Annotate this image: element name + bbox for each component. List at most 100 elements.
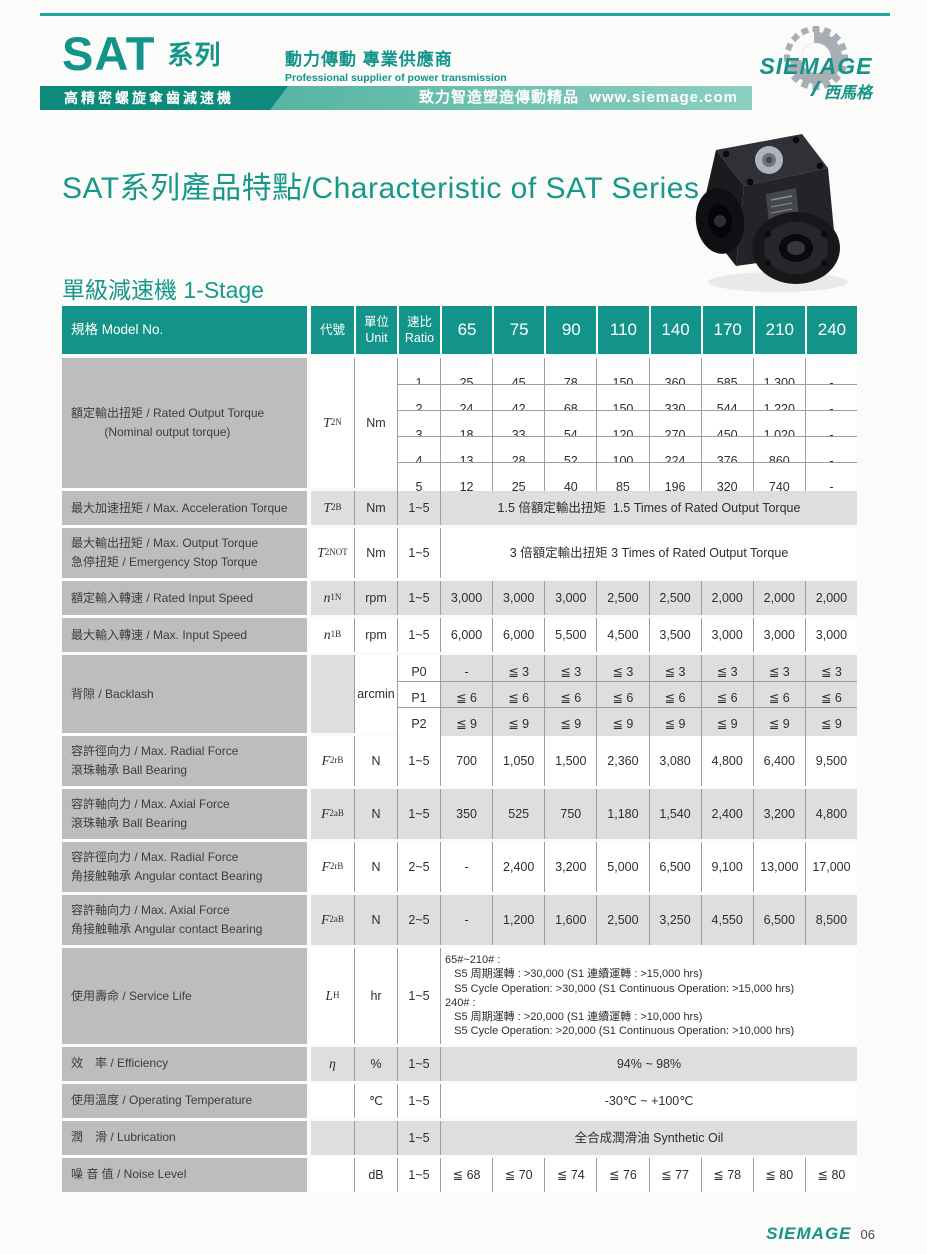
value-cell: 4,800 (804, 789, 857, 839)
value-cell: 3,000 (804, 618, 857, 652)
code-base: F (321, 859, 330, 875)
code-base: F (321, 912, 330, 928)
ratio-cell: 1~5 (397, 789, 440, 839)
header-ratio-cell: 速比 Ratio (397, 306, 440, 354)
unit-cell: arcmin (354, 655, 397, 733)
ratio-cell: 1~5 (397, 1046, 440, 1081)
ratio-cell: 1~5 (397, 618, 440, 652)
value-cell: 17,000 (804, 842, 857, 892)
code-cell (311, 1157, 354, 1192)
row-grid: T 2NOT Nm 1~5 3 倍額定輸出扭矩 3 Times of Rated Out… (311, 528, 857, 578)
banner-dark-segment (40, 86, 288, 110)
value-cell: 4,550 (700, 895, 753, 945)
spec-row-group: 效 率 / Efficiency η% 1~5 94% ~ 98% (62, 1046, 857, 1081)
gearbox-image (695, 134, 848, 292)
unit-cell: N (354, 895, 397, 945)
code-base: F (321, 753, 330, 769)
value-cell: 3,500 (648, 618, 701, 652)
unit-cell: Nm (354, 358, 397, 488)
value-cell: 4,500 (596, 618, 649, 652)
row-grid: 1~5 全合成潤滑油 Synthetic Oil (311, 1120, 857, 1155)
code-base: F (321, 806, 330, 822)
code-cell: T 2NOT (311, 528, 354, 578)
logo-wordmark: SIEMAGE (759, 53, 873, 79)
value-cell: ≦ 9 (700, 707, 753, 741)
unit-cell: N (354, 736, 397, 786)
value-cell: ≦ 68 (440, 1157, 493, 1192)
series-logo-text: SAT (62, 27, 156, 80)
product-photo (668, 122, 873, 312)
value-cell: 3,080 (648, 736, 701, 786)
spec-row-group: 容許徑向力 / Max. Radial Force 角接触軸承 Angular … (62, 842, 857, 892)
value-cell: 2,360 (596, 736, 649, 786)
value-cell: 1,050 (492, 736, 545, 786)
ratio-cell: 1~5 (397, 1120, 440, 1155)
value-cell: 2,400 (700, 789, 753, 839)
row-label: 容許軸向力 / Max. Axial Force 角接触軸承 Angular c… (62, 895, 307, 945)
code-base: n (323, 590, 331, 606)
spec-table: 規格 Model No. 代號 單位 Unit 速比 Ratio 65 75 90 1… (62, 306, 857, 1195)
code-cell: T 2B (311, 491, 354, 525)
value-cell: ≦ 77 (648, 1157, 701, 1192)
ratio-cell: 1~5 (397, 581, 440, 615)
section-heading-zh: 單級減速機 (62, 277, 177, 303)
value-cell: ≦ 9 (440, 707, 493, 741)
value-cell: 2,000 (700, 581, 753, 615)
spec-row-group: 噪 音 值 / Noise Level dB 1~5 ≦ 68 ≦ 70 ≦ 74 ≦ 76… (62, 1157, 857, 1192)
row-label: 最大輸入轉速 / Max. Input Speed (62, 618, 307, 652)
header-size-cell: 140 (648, 306, 701, 354)
row-grid: T 2B Nm 1~5 1.5 倍額定輸出扭矩 1.5 Times of Rated O… (311, 491, 857, 525)
merged-value-cell: 65#~210# : S5 周期運轉 : >30,000 (S1 連續運轉 : … (440, 948, 857, 1044)
section-heading-en: 1-Stage (183, 277, 264, 303)
value-cell: - (440, 842, 493, 892)
spec-row-group: 使用溫度 / Operating Temperature ℃ 1~5 -30℃ ~ +… (62, 1083, 857, 1118)
value-cell: 2,500 (648, 581, 701, 615)
row-grid: n 1N rpm 1~5 3,000 3,000 3,000 2,500 2,500 2,000 2… (311, 581, 857, 615)
header-size-cell: 210 (752, 306, 805, 354)
code-cell: F 2aB (311, 895, 354, 945)
gear-icon (784, 26, 848, 90)
ratio-cell: 2~5 (397, 842, 440, 892)
page-title: SAT系列產品特點/Characteristic of SAT Series (62, 172, 700, 205)
code-cell (311, 1083, 354, 1118)
value-cell: 5,500 (544, 618, 597, 652)
code-cell: F 2aB (311, 789, 354, 839)
code-cell (311, 1120, 354, 1155)
value-cell: ≦ 9 (752, 707, 805, 741)
row-label: 額定輸入轉速 / Rated Input Speed (62, 581, 307, 615)
code-base: T (323, 500, 331, 516)
value-cell: 700 (440, 736, 493, 786)
value-cell: 1,500 (544, 736, 597, 786)
footer-logo: SIEMAGE (766, 1224, 852, 1243)
header-size-cell: 240 (804, 306, 857, 354)
row-grid: F 2rB N 2~5-2,400 3,200 5,000 6,500 9,100 13,000… (311, 842, 857, 892)
row-label: 效 率 / Efficiency (62, 1046, 307, 1081)
code-sub: 2aB (329, 914, 344, 925)
value-cell: 3,000 (544, 581, 597, 615)
value-cell: 3,250 (648, 895, 701, 945)
page-footer: SIEMAGE 06 (766, 1224, 875, 1244)
ratio-cell: 1~5 (397, 1157, 440, 1192)
ratio-cell: 1~5 (397, 491, 440, 525)
value-cell: 13,000 (752, 842, 805, 892)
header-size-cell: 170 (700, 306, 753, 354)
top-rule (40, 13, 890, 16)
merged-value-cell: 94% ~ 98% (440, 1046, 857, 1081)
row-label: 最大輸出扭矩 / Max. Output Torque 急停扭矩 / Emerg… (62, 528, 307, 578)
row-label: 容許軸向力 / Max. Axial Force 滾珠軸承 Ball Beari… (62, 789, 307, 839)
unit-cell: rpm (354, 581, 397, 615)
value-cell: 6,500 (752, 895, 805, 945)
row-grid: F 2aB N 1~5 350 525 750 1,180 1,540 2,400 3,200 4,8… (311, 789, 857, 839)
row-grid: arcmin P0- ≦ 3 ≦ 3 ≦ 3 ≦ 3 ≦ 3 ≦ 3 ≦ 3 P1 ≦ 6 ≦ 6 ≦ … (311, 655, 857, 741)
tagline-zh: 動力傳動 專業供應商 (285, 50, 453, 69)
code-cell: F 2rB (311, 736, 354, 786)
row-label: 使用壽命 / Service Life (62, 948, 307, 1044)
unit-cell (354, 1120, 397, 1155)
value-cell: 3,000 (492, 581, 545, 615)
ratio-cell: 1~5 (397, 1083, 440, 1118)
header-size-cell: 75 (492, 306, 545, 354)
merged-value-cell: -30℃ ~ +100℃ (440, 1083, 857, 1118)
code-cell (311, 655, 354, 733)
ratio-cell: 2~5 (397, 895, 440, 945)
